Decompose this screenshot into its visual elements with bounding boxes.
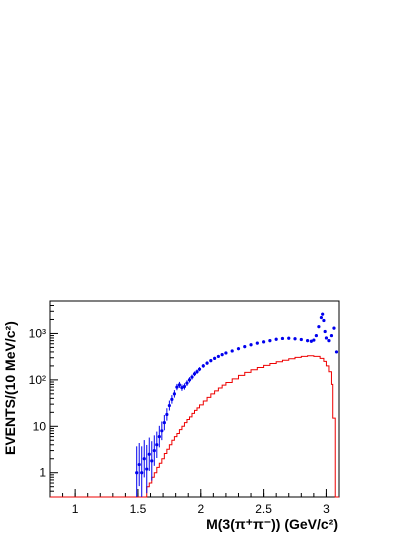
blue-data-point <box>155 443 159 447</box>
blue-data-point <box>165 412 169 417</box>
blue-data-point <box>145 467 149 471</box>
blue-data-point <box>329 333 334 338</box>
y-tick-label: 1 <box>39 466 46 480</box>
blue-data-point <box>268 339 272 343</box>
blue-data-point <box>162 421 166 425</box>
x-tick-label: 1.5 <box>130 502 147 516</box>
blue-data-point <box>274 337 278 341</box>
x-tick-label: 1 <box>72 502 79 516</box>
blue-data-point <box>236 347 241 351</box>
blue-data-point <box>332 326 336 330</box>
blue-data-point <box>319 315 324 320</box>
blue-data-point <box>140 471 144 475</box>
blue-data-point <box>175 385 179 389</box>
blue-data-point <box>224 351 228 355</box>
blue-data-point <box>323 329 327 334</box>
blue-data-point <box>293 337 297 341</box>
blue-data-point <box>220 353 224 357</box>
x-tick-label: 2 <box>197 502 204 516</box>
blue-data-point <box>280 336 285 341</box>
blue-data-point <box>216 354 220 359</box>
y-axis-ticks: 1 10 10² 10³ <box>29 300 58 498</box>
blue-data-point <box>249 343 253 347</box>
y-axis-label: EVENTS/(10 MeV/c²) <box>2 321 18 455</box>
blue-data-point <box>185 381 189 385</box>
blue-data-point <box>142 457 146 461</box>
y-tick-label: 10² <box>29 373 46 387</box>
plot-frame <box>49 300 340 498</box>
blue-data-point <box>157 434 161 439</box>
blue-data-point <box>312 338 316 342</box>
x-tick-label: 3 <box>323 502 330 516</box>
red-histogram-line <box>50 355 339 498</box>
blue-data-point <box>243 345 247 349</box>
blue-data-point <box>305 339 310 343</box>
blue-data-point <box>299 337 303 342</box>
blue-data-point <box>287 336 291 340</box>
series-layer <box>50 312 339 498</box>
blue-data-point <box>314 333 318 338</box>
blue-data-point <box>177 383 182 387</box>
blue-data-point <box>334 350 339 354</box>
blue-data-point <box>197 367 202 371</box>
blue-data-point <box>327 339 331 343</box>
blue-data-point <box>209 359 213 363</box>
blue-data-point <box>262 340 266 344</box>
blue-data-point <box>322 318 326 323</box>
y-tick-label: 10 <box>33 419 47 433</box>
x-axis-ticks: 1 1.5 2 2.5 3 <box>49 489 340 516</box>
blue-data-point <box>180 386 184 390</box>
blue-data-point <box>160 429 164 433</box>
blue-data-point <box>309 339 313 343</box>
blue-data-point <box>192 372 197 376</box>
x-axis-label: M(3(π⁺π⁻)) (GeV/c²) <box>206 516 338 532</box>
blue-data-point <box>150 459 154 463</box>
x-tick-label: 2.5 <box>255 502 272 516</box>
blue-data-point <box>182 384 187 389</box>
blue-data-point <box>255 341 259 345</box>
blue-data-point <box>172 392 176 396</box>
blue-data-point <box>201 364 205 368</box>
blue-data-point <box>321 312 325 316</box>
blue-data-point <box>170 397 174 401</box>
blue-data-point <box>195 370 199 374</box>
blue-data-point <box>317 325 321 329</box>
blue-data-point <box>324 336 329 340</box>
blue-data-point <box>230 349 234 353</box>
blue-data-point <box>152 448 156 453</box>
blue-data-point <box>135 471 139 475</box>
blue-data-point <box>205 361 209 365</box>
blue-data-point <box>190 375 194 379</box>
blue-data-point <box>187 378 192 382</box>
blue-data-point <box>167 403 171 408</box>
y-tick-label: 10³ <box>29 326 46 340</box>
blue-data-point <box>137 462 141 467</box>
blue-data-point <box>213 356 217 361</box>
blue-data-point <box>147 452 151 456</box>
